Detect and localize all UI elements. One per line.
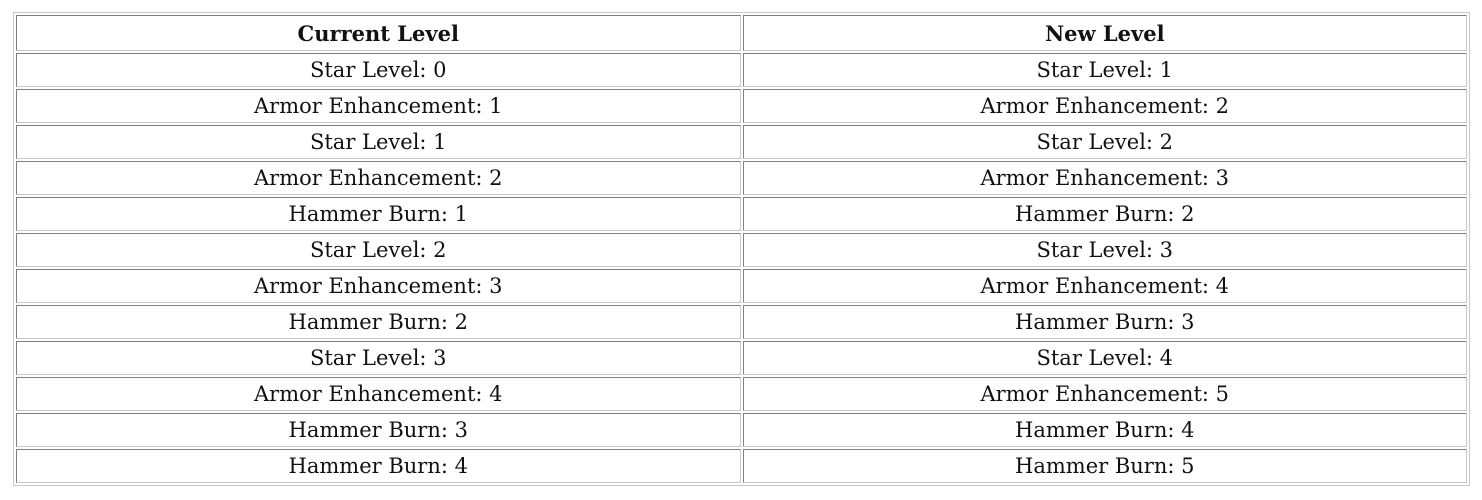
current-level-cell: Star Level: 2 [16,233,741,267]
new-level-cell: Armor Enhancement: 2 [742,89,1467,123]
new-level-cell: Hammer Burn: 4 [742,413,1467,447]
table-row: Armor Enhancement: 2 Armor Enhancement: 3 [16,161,1467,195]
level-table: Current Level New Level Star Level: 0 Sta… [13,12,1470,486]
table-row: Star Level: 0 Star Level: 1 [16,53,1467,87]
new-level-cell: Star Level: 2 [742,125,1467,159]
header-new-level: New Level [742,15,1467,51]
current-level-cell: Hammer Burn: 4 [16,449,741,483]
current-level-cell: Armor Enhancement: 2 [16,161,741,195]
new-level-cell: Star Level: 1 [742,53,1467,87]
current-level-cell: Star Level: 3 [16,341,741,375]
table-row: Hammer Burn: 4 Hammer Burn: 5 [16,449,1467,483]
new-level-cell: Hammer Burn: 5 [742,449,1467,483]
table-row: Star Level: 3 Star Level: 4 [16,341,1467,375]
current-level-cell: Armor Enhancement: 4 [16,377,741,411]
current-level-cell: Armor Enhancement: 3 [16,269,741,303]
new-level-cell: Armor Enhancement: 3 [742,161,1467,195]
current-level-cell: Star Level: 1 [16,125,741,159]
table-row: Hammer Burn: 2 Hammer Burn: 3 [16,305,1467,339]
new-level-cell: Star Level: 3 [742,233,1467,267]
table-row: Hammer Burn: 3 Hammer Burn: 4 [16,413,1467,447]
current-level-cell: Hammer Burn: 1 [16,197,741,231]
current-level-cell: Armor Enhancement: 1 [16,89,741,123]
table-row: Armor Enhancement: 3 Armor Enhancement: 4 [16,269,1467,303]
new-level-cell: Hammer Burn: 3 [742,305,1467,339]
table-row: Armor Enhancement: 4 Armor Enhancement: 5 [16,377,1467,411]
current-level-cell: Hammer Burn: 2 [16,305,741,339]
table-row: Hammer Burn: 1 Hammer Burn: 2 [16,197,1467,231]
new-level-cell: Armor Enhancement: 4 [742,269,1467,303]
header-current-level: Current Level [16,15,741,51]
new-level-cell: Star Level: 4 [742,341,1467,375]
table-row: Star Level: 2 Star Level: 3 [16,233,1467,267]
table-row: Armor Enhancement: 1 Armor Enhancement: 2 [16,89,1467,123]
new-level-cell: Armor Enhancement: 5 [742,377,1467,411]
current-level-cell: Star Level: 0 [16,53,741,87]
new-level-cell: Hammer Burn: 2 [742,197,1467,231]
current-level-cell: Hammer Burn: 3 [16,413,741,447]
header-row: Current Level New Level [16,15,1467,51]
table-row: Star Level: 1 Star Level: 2 [16,125,1467,159]
